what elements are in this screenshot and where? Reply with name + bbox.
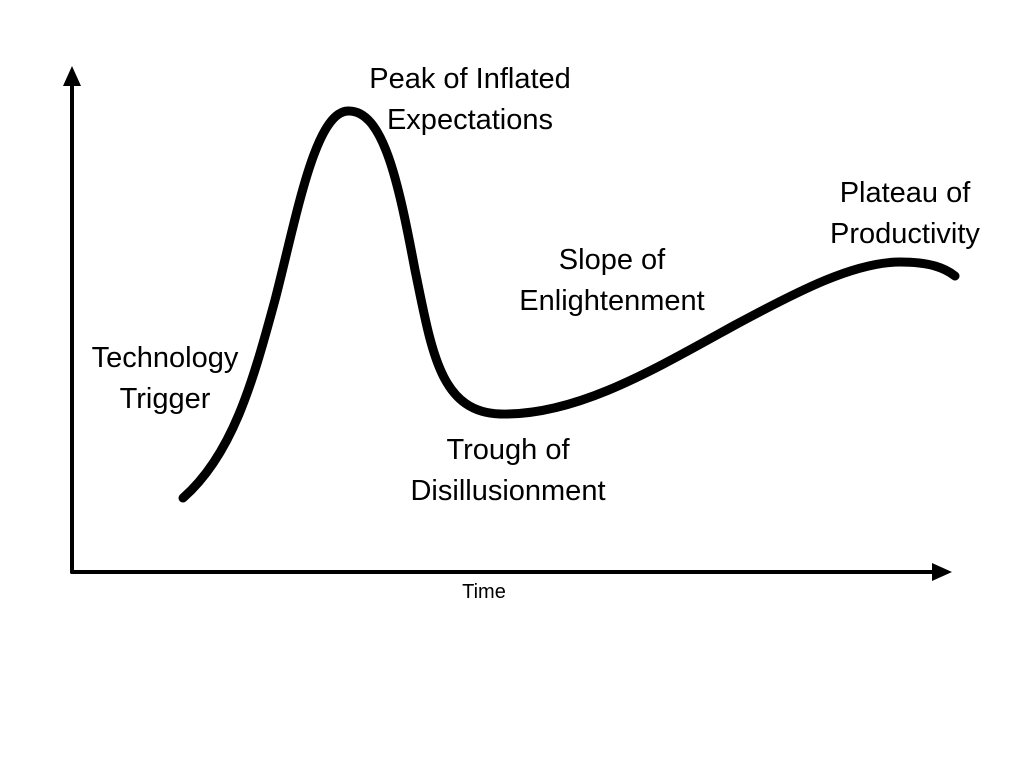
y-axis-arrowhead — [63, 66, 81, 86]
hype-curve — [178, 106, 960, 503]
phase-label-line1: Plateau of — [840, 177, 972, 209]
phase-label-peak-of-inflated-expectations: Peak of Inflated Expectations — [369, 63, 571, 136]
phase-label-line1: Technology — [92, 342, 239, 374]
phase-label-line1: Peak of Inflated — [369, 63, 571, 95]
phase-label-line2: Disillusionment — [410, 475, 605, 507]
phase-label-slope-of-enlightenment: Slope of Enlightenment — [519, 244, 704, 317]
x-axis-arrowhead — [932, 563, 952, 581]
phase-label-line2: Enlightenment — [519, 285, 704, 317]
phase-label-trough-of-disillusionment: Trough of Disillusionment — [410, 434, 605, 507]
phase-label-technology-trigger: Technology Trigger — [92, 342, 239, 415]
phase-label-line1: Slope of — [559, 244, 666, 276]
phase-label-plateau-of-productivity: Plateau of Productivity — [830, 177, 980, 250]
phase-label-line2: Productivity — [830, 218, 980, 250]
x-axis-title: Time — [462, 581, 506, 603]
phase-label-line2: Expectations — [387, 104, 553, 136]
phase-label-line2: Trigger — [120, 383, 211, 415]
phase-label-line1: Trough of — [446, 434, 570, 466]
